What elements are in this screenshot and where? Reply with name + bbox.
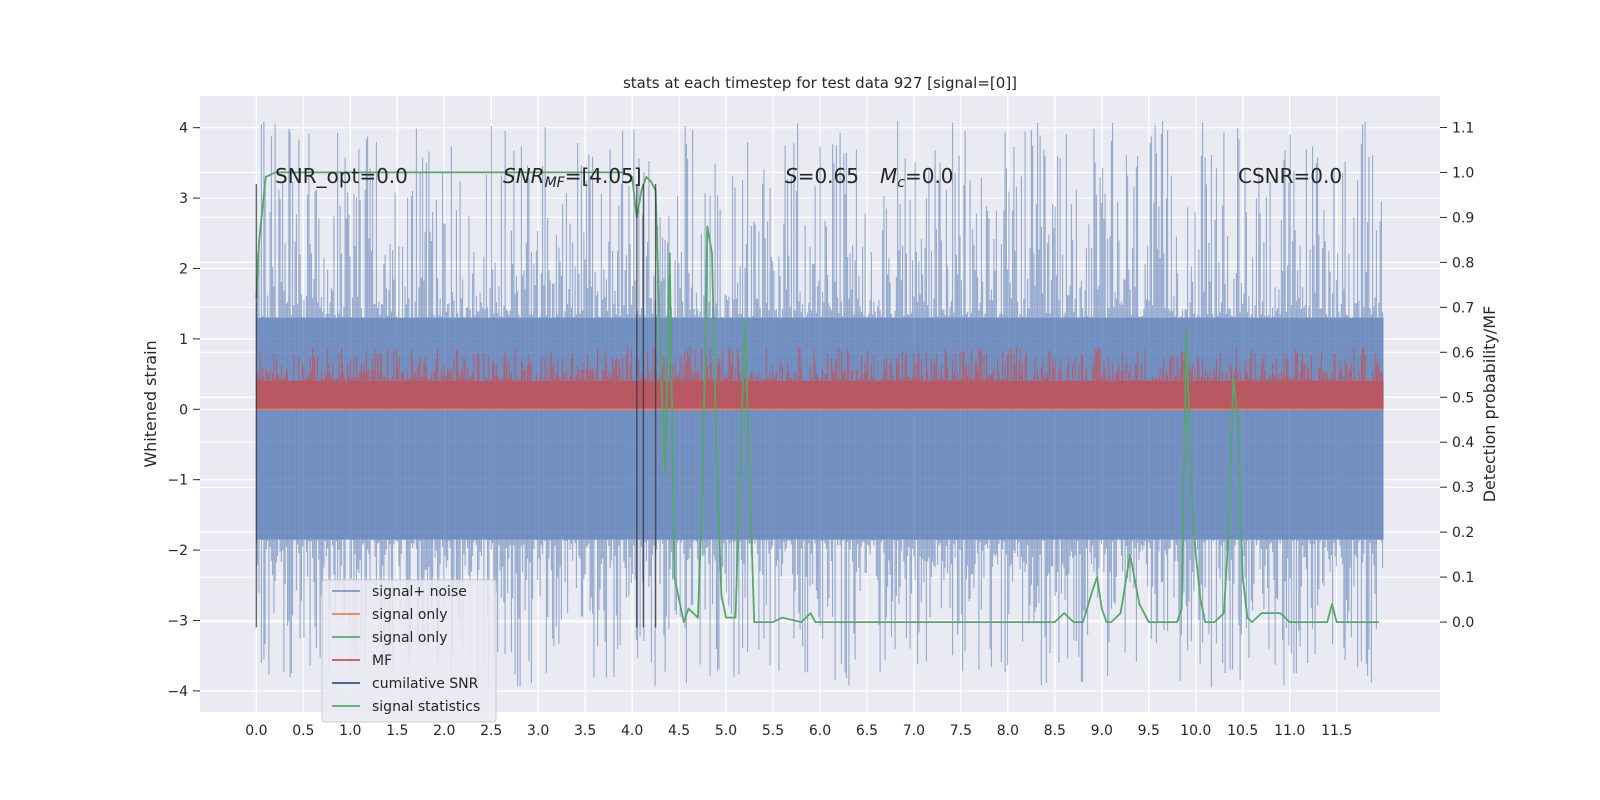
x-axis: 0.0 0.5 1.0 1.5 2.0 2.5 3.0 3.5 4.0 4.5 5.0 5.5 6.0 6…	[245, 723, 1352, 739]
series-layer	[255, 121, 1384, 688]
x-tick-label: 5.5	[762, 723, 784, 739]
x-tick-label: 6.0	[809, 723, 831, 739]
y2-tick-label: 0.7	[1452, 300, 1474, 316]
y-tick-label: −3	[167, 613, 188, 629]
annotation-mc: Mc=0.0	[880, 164, 954, 191]
series-mf	[255, 346, 1384, 410]
y2-axis-label: Detection probability/MF	[1480, 306, 1499, 503]
annotation-s-label: S	[785, 164, 798, 188]
annotation-mc-label: M	[880, 164, 897, 188]
y2-tick-label: 0.4	[1452, 435, 1474, 451]
y-axis-label: Whitened strain	[141, 340, 160, 467]
annotation-snr-mf: SNRMF=[4.05]	[503, 164, 642, 191]
y2-tick-label: 0.8	[1452, 255, 1474, 271]
y2-tick-label: 0.5	[1452, 390, 1474, 406]
legend-label: MF	[372, 653, 392, 669]
x-tick-label: 11.5	[1321, 723, 1352, 739]
y-tick-label: −2	[167, 543, 188, 559]
y-tick-label: 3	[179, 191, 188, 207]
series-signal-statistics	[255, 171, 1379, 623]
chart-title: stats at each timestep for test data 927…	[623, 74, 1017, 92]
y2-axis: 1.1 1.0 0.9 0.8 0.7 0.6 0.5 0.4 0.3 0.2 0.1 0.0	[1440, 120, 1474, 631]
y-tick-label: −4	[167, 684, 188, 700]
x-tick-label: 9.0	[1091, 723, 1113, 739]
y-axis: 4 3 2 1 0 −1 −2 −3 −4	[167, 121, 200, 700]
x-tick-label: 4.5	[668, 723, 690, 739]
x-tick-label: 4.0	[621, 723, 643, 739]
annotations: SNR_opt=0.0 SNRMF=[4.05] S=0.65 Mc=0.0 C…	[275, 164, 1342, 191]
x-tick-label: 5.0	[715, 723, 737, 739]
annotation-snr-mf-sub: MF	[545, 175, 566, 191]
x-tick-label: 10.5	[1227, 723, 1258, 739]
y2-tick-label: 0.3	[1452, 480, 1474, 496]
annotation-mc-sub: c	[897, 175, 905, 191]
x-tick-label: 6.5	[856, 723, 878, 739]
x-tick-label: 1.0	[339, 723, 361, 739]
x-tick-label: 3.5	[574, 723, 596, 739]
legend: signal+ noise signal only signal only MF cum…	[321, 579, 497, 723]
x-tick-label: 8.0	[997, 723, 1019, 739]
x-tick-label: 11.0	[1274, 723, 1305, 739]
x-tick-label: 9.5	[1138, 723, 1160, 739]
y2-tick-label: 0.1	[1452, 570, 1474, 586]
y-tick-label: 4	[179, 121, 188, 137]
legend-label: cumilative SNR	[372, 676, 479, 692]
x-tick-label: 2.5	[480, 723, 502, 739]
x-tick-label: 0.5	[292, 723, 314, 739]
annotation-mc-value: =0.0	[905, 164, 954, 188]
y2-tick-label: 1.1	[1452, 120, 1474, 136]
x-tick-label: 1.5	[386, 723, 408, 739]
legend-label: signal only	[372, 630, 447, 646]
x-tick-label: 8.5	[1044, 723, 1066, 739]
y2-tick-label: 1.0	[1452, 165, 1474, 181]
y-tick-label: 0	[179, 402, 188, 418]
annotation-snr-opt: SNR_opt=0.0	[275, 164, 408, 188]
y2-tick-label: 0.2	[1452, 525, 1474, 541]
legend-label: signal+ noise	[372, 584, 467, 600]
y-tick-label: −1	[167, 473, 188, 489]
y-tick-label: 1	[179, 332, 188, 348]
y-tick-label: 2	[179, 261, 188, 277]
annotation-snr-mf-prefix: SNR	[503, 164, 545, 188]
x-tick-label: 0.0	[245, 723, 267, 739]
series-signal-noise	[255, 121, 1384, 688]
annotation-s: S=0.65	[785, 164, 859, 188]
x-tick-label: 10.0	[1180, 723, 1211, 739]
annotation-snr-mf-value: =[4.05]	[565, 164, 642, 188]
annotation-csnr: CSNR=0.0	[1238, 164, 1342, 188]
annotation-s-value: =0.65	[798, 164, 859, 188]
legend-box	[321, 579, 497, 723]
legend-label: signal only	[372, 607, 447, 623]
y2-tick-label: 0.9	[1452, 210, 1474, 226]
x-tick-label: 2.0	[433, 723, 455, 739]
x-tick-label: 7.0	[903, 723, 925, 739]
x-tick-label: 7.5	[950, 723, 972, 739]
y2-tick-label: 0.0	[1452, 615, 1474, 631]
legend-label: signal statistics	[372, 699, 480, 715]
x-tick-label: 3.0	[527, 723, 549, 739]
y2-tick-label: 0.6	[1452, 345, 1474, 361]
